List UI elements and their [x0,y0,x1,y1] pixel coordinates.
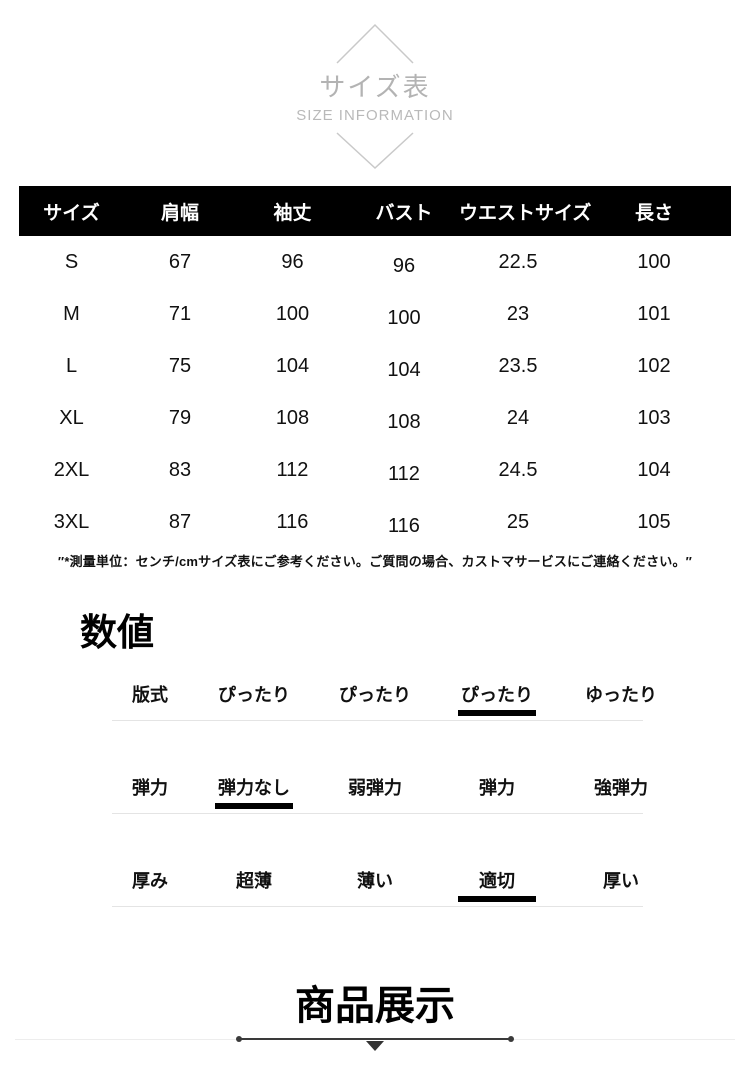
table-cell: 23 [506,302,530,325]
table-cell: L [65,354,78,377]
table-cell: 96 [392,254,416,277]
table-cell: 100 [637,250,671,273]
size-table: サイズ 肩幅 袖丈 バスト ウエストサイズ 長さ S 67 96 96 22.5… [19,186,731,548]
measurement-note: ″*測量単位：センチ/cmサイズ表にご参考ください。ご質問の場合、カストマサービ… [57,554,693,569]
header-cell-bust: バスト [375,202,433,224]
header-cell-size: サイズ [43,202,100,224]
header-cell-waist: ウエストサイズ [459,202,592,224]
table-cell: 105 [637,510,671,533]
table-row: XL 79 108 108 24 103 [19,392,731,444]
table-cell: 79 [168,406,192,429]
product-display-heading: 商品展示 [295,984,455,1028]
table-cell: 112 [276,458,309,481]
attributes-heading: 数値 [80,612,154,653]
table-cell: 104 [387,358,421,381]
table-cell: 100 [387,306,421,329]
table-cell: 116 [276,510,309,533]
attr-option: 弾力 [479,778,515,798]
table-cell: 96 [281,250,304,273]
attr-option: ゆったり [585,685,657,705]
table-cell: 100 [275,302,310,325]
table-row: M 71 100 100 23 101 [19,288,731,340]
attr-option: 超薄 [236,871,272,891]
table-cell: S [64,250,79,273]
table-row: S 67 96 96 22.5 100 [19,236,731,288]
table-cell: 101 [637,302,671,325]
attr-label: 弾力 [132,778,168,798]
attr-option: 弱弾力 [348,778,402,798]
table-cell: 87 [168,510,192,533]
table-row: 3XL 87 116 116 25 105 [19,496,731,548]
table-cell: 103 [637,406,671,429]
divider [112,906,643,907]
attr-option: ぴったり [218,685,290,705]
table-cell: 83 [168,458,192,481]
size-table-header: サイズ 肩幅 袖丈 バスト ウエストサイズ 長さ [19,186,731,236]
attr-row-thickness: 厚み 超薄 薄い 適切 厚い [105,814,685,892]
header-cell-shoulder: 肩幅 [160,202,199,224]
attr-row-fit: 版式 ぴったり ぴったり ぴったり ゆったり [105,656,685,706]
attr-option: 厚い [603,871,639,891]
table-cell: 104 [637,458,671,481]
table-cell: M [63,302,80,325]
table-cell: XL [59,406,84,429]
table-cell: 108 [387,410,421,433]
attr-row-elasticity: 弾力 弾力なし 弱弾力 弾力 強弾力 [105,721,685,799]
divider-dot-right [508,1036,514,1042]
table-cell: 71 [168,302,192,325]
size-info-banner: サイズ表 SIZE INFORMATION [275,20,475,172]
table-cell: 102 [637,354,671,377]
attr-option: 薄い [357,871,393,891]
attr-label: 版式 [132,685,168,705]
size-table-subtitle: SIZE INFORMATION [296,107,454,124]
table-cell: 67 [168,250,192,273]
table-cell: 112 [388,462,420,485]
table-cell: 116 [388,514,420,537]
divider-dot-left [236,1036,242,1042]
attr-label: 厚み [132,871,168,891]
divider-line-dark [236,1036,514,1042]
table-cell: 3XL [53,510,90,533]
divider [112,813,643,814]
section-divider [0,1034,750,1054]
attr-option: ぴったり [339,685,411,705]
size-table-title: サイズ表 [319,72,431,102]
table-cell: 24 [506,406,530,429]
attributes-section: 版式 ぴったり ぴったり ぴったり ゆったり 弾力 弾力なし 弱弾力 弾力 強弾… [105,656,685,907]
attr-option: 強弾力 [594,778,648,798]
table-cell: 24.5 [498,458,538,481]
header-cell-length: 長さ [634,202,673,224]
table-cell: 25 [506,510,530,533]
table-cell: 108 [275,406,310,429]
diamond-ornament-icon [336,23,414,170]
table-cell: 75 [168,354,192,377]
table-row: L 75 104 104 23.5 102 [19,340,731,392]
table-row: 2XL 83 112 112 24.5 104 [19,444,731,496]
divider [112,720,643,721]
table-cell: 23.5 [498,354,538,377]
table-cell: 22.5 [498,250,538,273]
attr-option-selected: 弾力なし [218,778,290,798]
attr-option-selected: ぴったり [461,685,533,705]
down-triangle-icon [366,1041,384,1051]
table-cell: 104 [275,354,310,377]
table-cell: 2XL [53,458,90,481]
attr-option-selected: 適切 [479,871,515,891]
header-cell-sleeve: 袖丈 [273,202,312,224]
